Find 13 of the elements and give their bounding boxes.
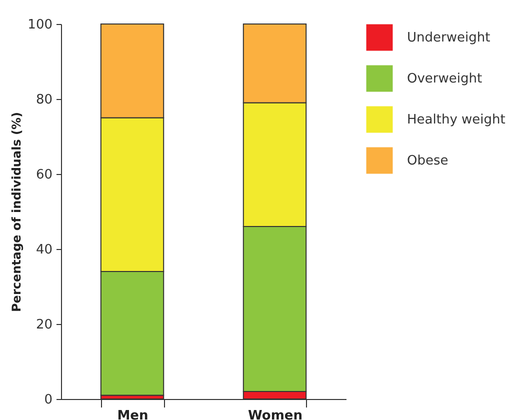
- y-tick-label: 80: [36, 92, 52, 108]
- y-axis-title: Percentage of individuals (%): [10, 112, 24, 312]
- y-tick-label: 100: [28, 18, 52, 32]
- y-tick-label: 0: [44, 392, 52, 408]
- y-tick-label: 60: [36, 168, 52, 182]
- legend-label: Overweight: [407, 72, 482, 86]
- y-tick-label: 20: [36, 318, 52, 332]
- y-tick-label: 40: [36, 242, 52, 258]
- legend-label: Healthy weight: [407, 112, 506, 128]
- legend-label: Underweight: [407, 30, 490, 46]
- x-tick-label: Women: [248, 408, 302, 420]
- x-tick-label: Men: [117, 408, 148, 420]
- legend-label: Obese: [407, 154, 448, 168]
